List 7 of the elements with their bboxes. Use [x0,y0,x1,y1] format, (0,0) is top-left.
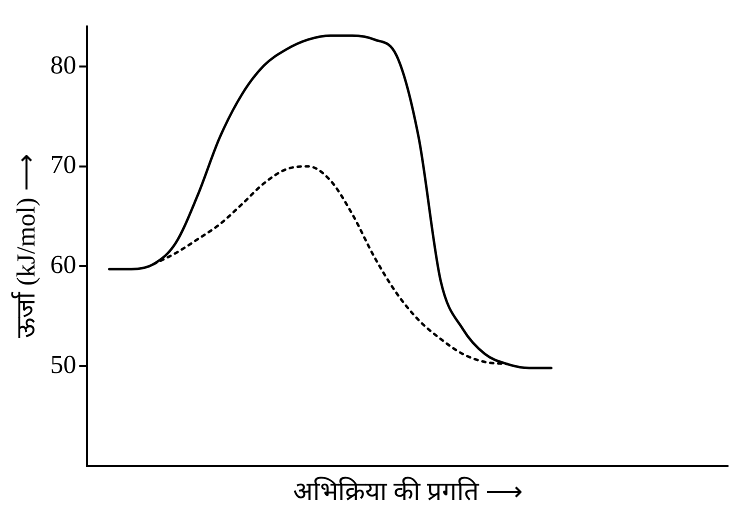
y-tick-label: 70 [50,150,76,180]
y-tick-label: 80 [50,50,76,80]
y-tick-label: 50 [50,350,76,379]
y-axis-title: ऊर्जा (kJ/mol) ⟶ [10,154,40,338]
x-axis-title: अभिक्रिया की प्रगति ⟶ [292,476,522,506]
y-tick-label: 60 [50,250,76,279]
line-series [108,34,552,370]
